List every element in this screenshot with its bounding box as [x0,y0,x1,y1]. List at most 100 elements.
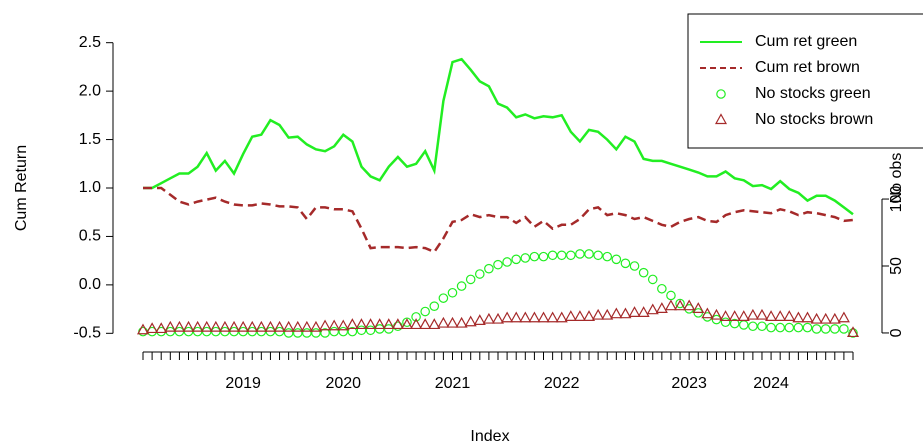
y-axis-label: Cum Return [13,145,30,231]
point [592,308,605,320]
point [228,320,241,332]
point [674,299,687,311]
y2-tick-label: 0 [888,328,905,337]
point [583,310,596,321]
point [564,310,577,321]
point [628,306,641,317]
legend-symbol [716,89,726,99]
point [410,318,423,330]
y2-tick-label: 50 [888,257,905,275]
point [547,250,558,261]
point [493,259,503,270]
point [537,311,550,323]
x-tick-label: 2019 [225,375,261,392]
y-tick-label: 2.5 [79,34,101,51]
x-tick-label: 2021 [435,375,471,392]
x-tick-label: 2024 [753,375,789,392]
x-tick-label: 2020 [325,375,361,392]
point [474,269,485,279]
series-line [143,186,854,254]
point [283,328,294,338]
point [802,322,813,333]
point [209,320,222,332]
point [784,322,795,333]
point [484,263,494,274]
point [502,257,512,267]
point [629,261,640,271]
point [338,326,349,337]
point [364,318,377,330]
point [611,254,622,265]
point [438,293,449,303]
legend-label: Cum ret brown [755,59,860,76]
point [520,253,531,263]
point [510,311,523,323]
point [511,254,522,265]
point [819,312,832,324]
x-axis-label: Index [470,428,509,445]
point [446,316,459,328]
point [337,319,350,331]
point [755,308,768,320]
point [775,322,785,333]
point [801,311,814,323]
point [774,310,787,321]
point [728,310,741,321]
point [546,311,559,323]
point [601,308,614,320]
point [455,316,468,328]
point [356,325,367,336]
point [719,310,732,321]
point [355,318,368,330]
point [720,317,731,328]
point [365,325,376,336]
point [538,251,549,262]
point [465,274,476,285]
point [255,320,268,332]
point [811,324,822,334]
point [419,318,432,330]
point [309,320,322,332]
point [320,328,330,338]
point [237,320,250,332]
point [746,308,759,320]
point [391,318,404,330]
point [393,321,403,332]
point [420,306,430,317]
point [382,318,395,330]
point [839,324,849,334]
point [347,326,358,337]
point [748,321,758,332]
point [737,310,750,321]
point [573,310,586,321]
point [138,326,148,337]
y-tick-label: 2.0 [79,82,101,99]
point [829,324,840,334]
point [783,310,796,321]
point [529,251,540,262]
point [501,311,514,323]
point [200,320,213,332]
point [637,306,650,317]
point [765,310,778,321]
legend-label: No stocks brown [755,111,873,128]
point [328,319,341,331]
point [766,322,776,333]
point [638,267,649,278]
point [675,298,685,309]
point [429,301,440,311]
point [664,299,677,311]
point [173,320,186,332]
point [528,311,541,323]
point [155,322,168,334]
point [447,287,458,298]
point [411,312,421,322]
series-line [143,57,854,216]
point [456,281,467,291]
y2-axis-label: No obs [888,153,905,204]
point [291,320,304,332]
point [329,326,339,337]
point [519,311,532,323]
point [729,318,740,329]
point [164,320,177,332]
